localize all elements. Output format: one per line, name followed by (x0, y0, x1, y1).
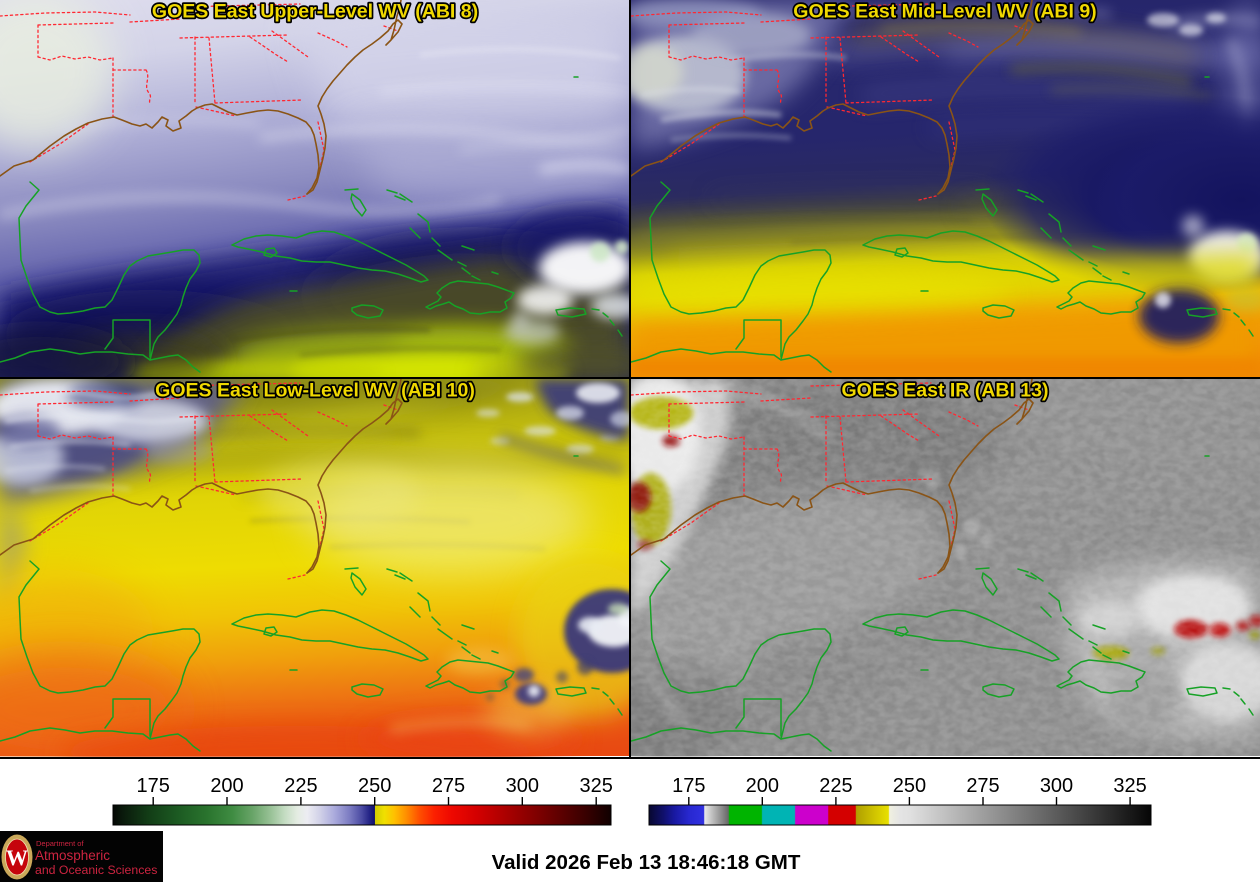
svg-text:Department of: Department of (36, 839, 84, 848)
svg-text:175: 175 (137, 775, 170, 797)
svg-text:325: 325 (1113, 775, 1146, 797)
svg-text:275: 275 (432, 775, 465, 797)
svg-text:225: 225 (284, 775, 317, 797)
svg-text:300: 300 (506, 775, 539, 797)
svg-text:200: 200 (746, 775, 779, 797)
svg-text:and Oceanic Sciences: and Oceanic Sciences (35, 863, 157, 877)
svg-text:Valid 2026 Feb 13 18:46:18 GMT: Valid 2026 Feb 13 18:46:18 GMT (492, 851, 801, 874)
svg-text:175: 175 (672, 775, 705, 797)
svg-text:GOES East Low-Level WV (ABI 10: GOES East Low-Level WV (ABI 10) (155, 380, 475, 402)
svg-text:300: 300 (1040, 775, 1073, 797)
svg-text:Atmospheric: Atmospheric (35, 848, 110, 863)
svg-text:275: 275 (966, 775, 999, 797)
svg-text:200: 200 (210, 775, 243, 797)
svg-text:GOES East Mid-Level WV (ABI 9): GOES East Mid-Level WV (ABI 9) (793, 1, 1096, 23)
svg-text:225: 225 (819, 775, 852, 797)
svg-text:325: 325 (580, 775, 613, 797)
svg-text:250: 250 (358, 775, 391, 797)
svg-text:W: W (6, 845, 28, 870)
svg-text:250: 250 (893, 775, 926, 797)
svg-text:GOES East IR (ABI 13): GOES East IR (ABI 13) (842, 380, 1049, 402)
svg-text:GOES East Upper-Level WV (ABI: GOES East Upper-Level WV (ABI 8) (152, 1, 478, 23)
